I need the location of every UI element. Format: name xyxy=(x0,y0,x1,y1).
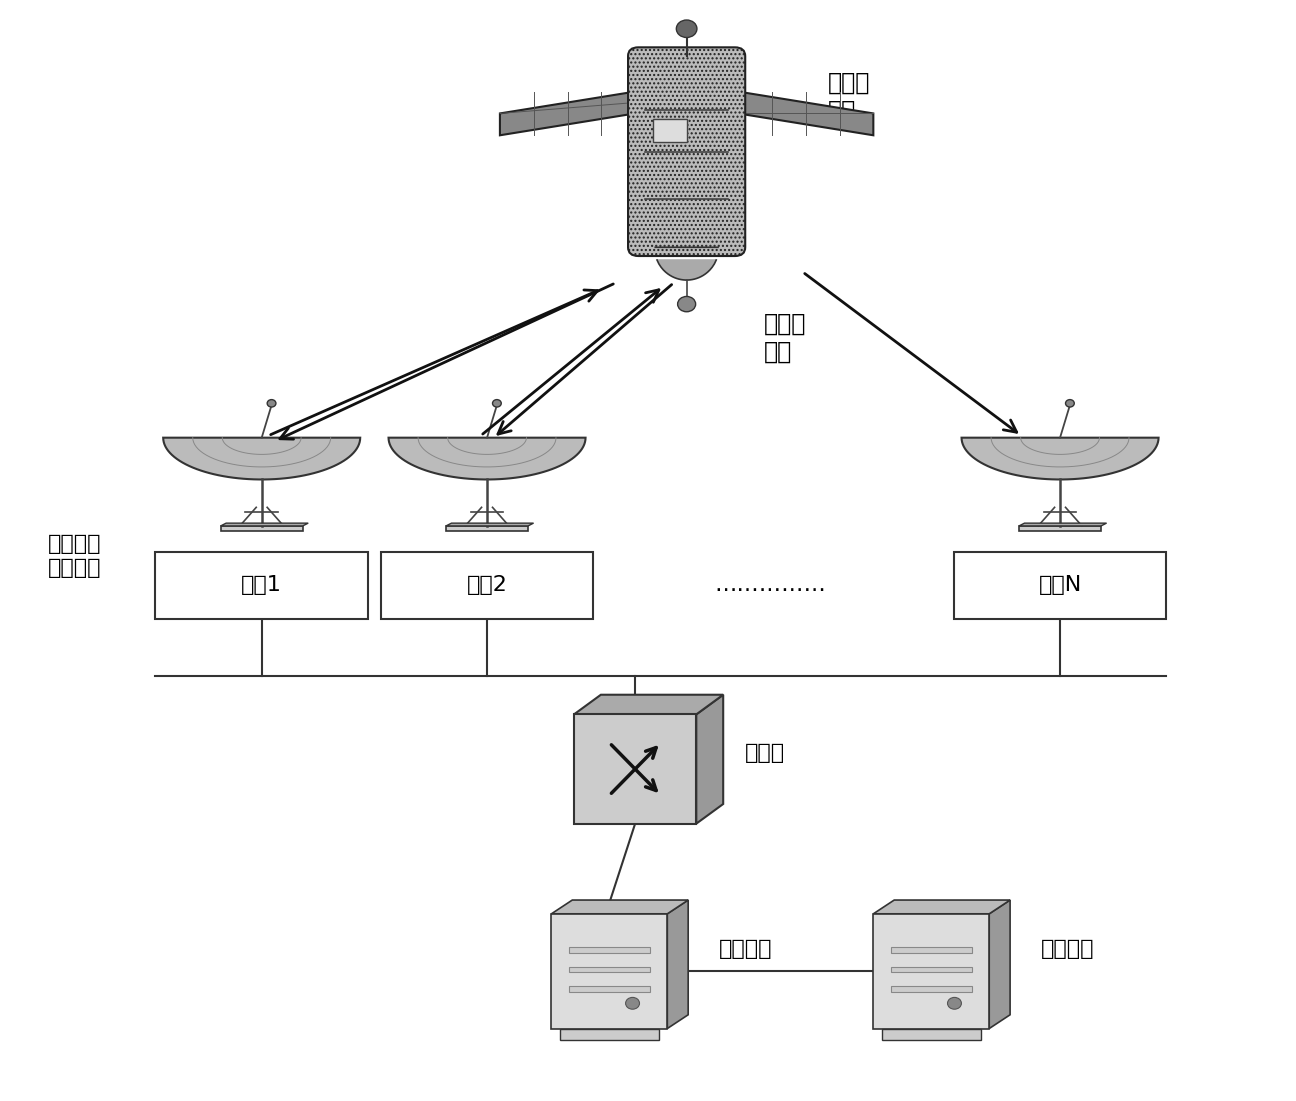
FancyBboxPatch shape xyxy=(1019,526,1102,532)
Text: 天线N: 天线N xyxy=(1038,576,1082,596)
FancyBboxPatch shape xyxy=(954,552,1166,620)
Text: 天线1: 天线1 xyxy=(241,576,283,596)
FancyBboxPatch shape xyxy=(569,947,649,952)
Polygon shape xyxy=(962,438,1159,479)
Text: ……………: …………… xyxy=(714,576,827,596)
Text: 探测器
天线: 探测器 天线 xyxy=(763,312,806,363)
FancyBboxPatch shape xyxy=(381,552,594,620)
FancyBboxPatch shape xyxy=(883,1028,981,1040)
Text: 数据合成: 数据合成 xyxy=(719,939,772,959)
FancyBboxPatch shape xyxy=(551,914,667,1028)
Circle shape xyxy=(492,400,502,407)
FancyBboxPatch shape xyxy=(890,986,972,992)
Circle shape xyxy=(626,998,639,1010)
Polygon shape xyxy=(874,900,1010,914)
FancyBboxPatch shape xyxy=(629,47,745,257)
Polygon shape xyxy=(163,438,360,479)
Text: 深空探
测器: 深空探 测器 xyxy=(828,72,871,123)
Polygon shape xyxy=(389,438,586,479)
FancyBboxPatch shape xyxy=(569,986,649,992)
Circle shape xyxy=(267,400,276,407)
FancyBboxPatch shape xyxy=(874,914,989,1028)
Polygon shape xyxy=(551,900,688,914)
Polygon shape xyxy=(500,91,635,135)
FancyBboxPatch shape xyxy=(446,526,527,532)
Text: 天线2: 天线2 xyxy=(467,576,508,596)
Circle shape xyxy=(677,20,697,37)
Polygon shape xyxy=(667,900,688,1028)
FancyBboxPatch shape xyxy=(890,947,972,952)
Polygon shape xyxy=(446,523,534,526)
FancyBboxPatch shape xyxy=(653,119,687,142)
FancyBboxPatch shape xyxy=(560,1028,658,1040)
Circle shape xyxy=(947,998,962,1010)
Text: 交换机: 交换机 xyxy=(745,743,785,763)
FancyBboxPatch shape xyxy=(890,967,972,972)
Polygon shape xyxy=(739,91,874,135)
Text: 数据接收
伪距测量: 数据接收 伪距测量 xyxy=(48,534,102,578)
Polygon shape xyxy=(696,695,723,824)
FancyBboxPatch shape xyxy=(156,552,368,620)
Polygon shape xyxy=(574,695,723,715)
Polygon shape xyxy=(1019,523,1107,526)
Polygon shape xyxy=(220,523,308,526)
Circle shape xyxy=(678,296,696,312)
Circle shape xyxy=(1065,400,1074,407)
FancyBboxPatch shape xyxy=(569,967,649,972)
Text: 数据解调: 数据解调 xyxy=(1041,939,1094,959)
FancyBboxPatch shape xyxy=(220,526,303,532)
Polygon shape xyxy=(989,900,1010,1028)
FancyBboxPatch shape xyxy=(574,715,696,824)
